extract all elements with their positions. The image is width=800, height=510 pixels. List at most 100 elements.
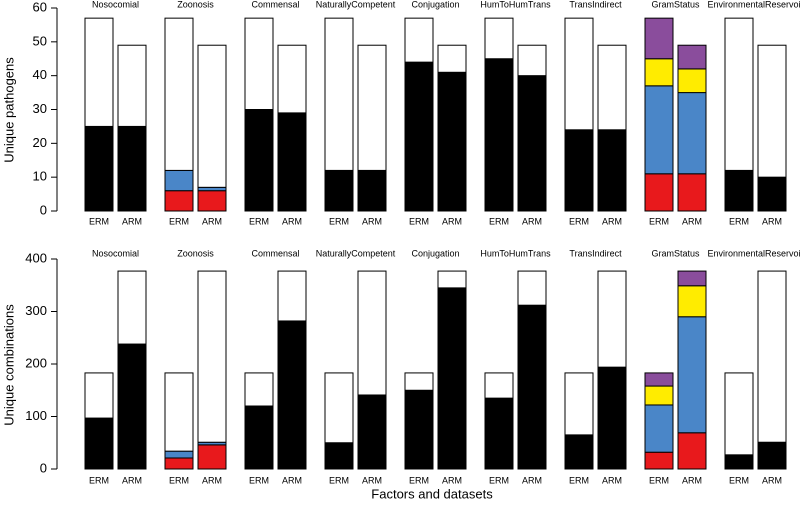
bar-segment	[644, 85, 674, 175]
y-tick-label: 100	[25, 408, 47, 423]
dataset-label: ARM	[362, 475, 382, 485]
facet-label: NaturallyCompetent	[316, 248, 396, 258]
bar-segment	[277, 320, 307, 470]
bar-segment	[757, 441, 787, 470]
bar-segment	[564, 129, 594, 212]
facet-label: Nosocomial	[92, 248, 139, 258]
bar-segment	[644, 385, 674, 406]
facet-label: TransIndirect	[569, 248, 622, 258]
bar-segment	[117, 125, 147, 212]
bar-segment	[724, 372, 754, 456]
bar-segment	[117, 44, 147, 127]
bar-segment	[437, 287, 467, 470]
dataset-label: ARM	[122, 475, 142, 485]
y-tick-label: 0	[40, 460, 47, 475]
bar-segment	[517, 44, 547, 77]
facet-label: NaturallyCompetent	[316, 0, 396, 9]
bar-segment	[84, 372, 114, 419]
facet-label: EnvironmentalReservoir	[707, 248, 800, 258]
dataset-label: ERM	[249, 216, 269, 226]
bar-segment	[404, 61, 434, 212]
bar-segment	[597, 270, 627, 368]
bar-segment	[677, 432, 707, 470]
dataset-label: ARM	[282, 475, 302, 485]
bar-segment	[517, 75, 547, 212]
bar-segment	[197, 44, 227, 188]
bar-segment	[677, 285, 707, 318]
bar-segment	[517, 304, 547, 470]
bar-segment	[404, 389, 434, 470]
dataset-label: ARM	[522, 216, 542, 226]
bar-segment	[84, 125, 114, 212]
bar-segment	[644, 17, 674, 60]
bar-segment	[324, 169, 354, 212]
facet-label: HumToHumTrans	[480, 248, 551, 258]
bar-segment	[244, 372, 274, 407]
dataset-label: ERM	[169, 475, 189, 485]
dataset-label: ERM	[489, 475, 509, 485]
y-tick-label: 30	[33, 101, 47, 116]
dataset-label: ERM	[569, 216, 589, 226]
y-axis-title: Unique combinations	[1, 304, 16, 426]
facet-label: GramStatus	[651, 248, 700, 258]
dataset-label: ERM	[249, 475, 269, 485]
dataset-label: ARM	[202, 216, 222, 226]
bar-segment	[197, 270, 227, 443]
bar-segment	[164, 17, 194, 171]
bar-segment	[677, 270, 707, 287]
bar-segment	[164, 450, 194, 459]
bar-segment	[724, 17, 754, 171]
bar-segment	[644, 404, 674, 453]
dataset-label: ARM	[442, 216, 462, 226]
bar-segment	[357, 270, 387, 396]
dataset-label: ARM	[682, 475, 702, 485]
dataset-label: ERM	[329, 216, 349, 226]
dataset-label: ARM	[282, 216, 302, 226]
bar-segment	[84, 417, 114, 470]
dataset-label: ERM	[729, 216, 749, 226]
dataset-label: ARM	[762, 216, 782, 226]
facet-label: TransIndirect	[569, 0, 622, 9]
facet-label: Conjugation	[411, 248, 459, 258]
dataset-label: ERM	[409, 475, 429, 485]
bar-segment	[564, 372, 594, 436]
bar-segment	[164, 169, 194, 192]
x-axis-title: Factors and datasets	[371, 486, 493, 501]
bar-segment	[757, 176, 787, 212]
bar-segment	[597, 366, 627, 470]
dataset-label: ARM	[122, 216, 142, 226]
bar-segment	[357, 44, 387, 171]
bar-segment	[197, 190, 227, 212]
facet-label: Nosocomial	[92, 0, 139, 9]
bar-segment	[357, 394, 387, 470]
bar-segment	[277, 112, 307, 212]
bar-segment	[324, 17, 354, 171]
bar-segment	[757, 44, 787, 178]
bar-segment	[437, 71, 467, 212]
y-tick-label: 0	[40, 202, 47, 217]
dataset-label: ARM	[602, 475, 622, 485]
dataset-label: ERM	[649, 216, 669, 226]
facet-label: Commensal	[251, 248, 299, 258]
bar-segment	[484, 397, 514, 470]
bar-segment	[644, 372, 674, 387]
bar-segment	[244, 109, 274, 212]
bar-segment	[517, 270, 547, 306]
dataset-label: ERM	[729, 475, 749, 485]
y-tick-label: 20	[33, 135, 47, 150]
bar-segment	[244, 17, 274, 110]
bar-segment	[437, 270, 467, 289]
bar-segment	[164, 190, 194, 212]
dataset-label: ARM	[522, 475, 542, 485]
dataset-label: ARM	[602, 216, 622, 226]
bar-segment	[677, 92, 707, 175]
bar-segment	[644, 173, 674, 212]
dataset-label: ERM	[329, 475, 349, 485]
bar-segment	[324, 372, 354, 444]
dataset-label: ERM	[569, 475, 589, 485]
y-tick-label: 400	[25, 250, 47, 265]
dataset-label: ARM	[442, 475, 462, 485]
bar-segment	[404, 372, 434, 391]
